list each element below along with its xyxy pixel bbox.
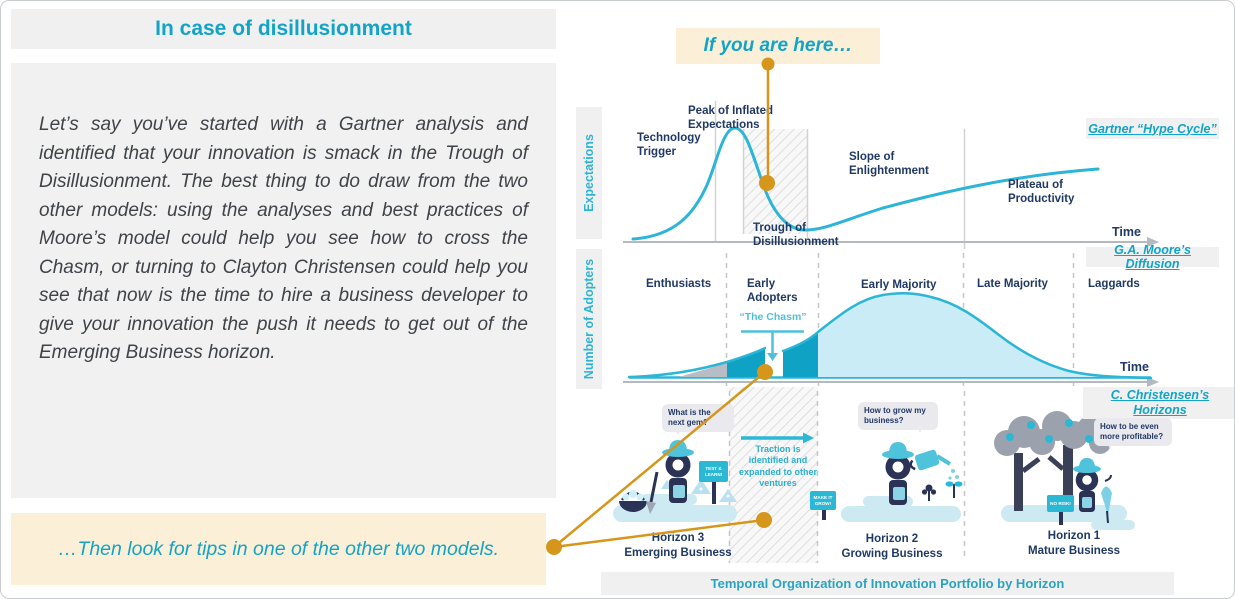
body-paragraph: Let’s say you’ve started with a Gartner … (39, 114, 528, 363)
early-adopters-fill-left (727, 348, 765, 377)
diffusion-source-badge: G.A. Moore’s Diffusion (1086, 243, 1219, 271)
segment-early-majority: Early Majority (861, 279, 937, 291)
horizon1-question-bubble: How to be even more profitable? (1094, 418, 1172, 449)
hype-y-axis-label: Expectations (576, 107, 602, 239)
page-title: In case of disillusionment (155, 17, 412, 40)
label-slope: Slope of Enlightenment (849, 151, 929, 177)
transition-arrow (741, 432, 814, 444)
diffusion-curve-outline-2 (781, 292, 1153, 380)
innovators-gray-wedge (679, 363, 727, 377)
label-peak: Peak of Inflated Expectations (688, 105, 773, 131)
horizon1-label: Horizon 1 Mature Business (1009, 529, 1139, 559)
horizon3-label: Horizon 3 Emerging Business (613, 531, 743, 561)
early-adopters-fill-right (783, 332, 818, 377)
segment-enthusiasts: Enthusiasts (646, 278, 712, 290)
label-trough: Trough of Disillusionment (753, 222, 839, 248)
chasm-label: “The Chasm” (739, 311, 807, 323)
dot-hype-trough (759, 175, 775, 191)
horizon3-name: Horizon 3 (651, 532, 705, 544)
top-callout: If you are here… (676, 28, 880, 64)
chasm-marker (741, 330, 804, 361)
hype-x-axis (623, 237, 1159, 247)
diffusion-y-axis-label: Number of Adopters (576, 249, 602, 389)
horizon3-sign: TEST & LEARN! (699, 461, 728, 482)
horizon1-type: Mature Business (1027, 544, 1121, 557)
segment-laggards: Laggards (1088, 278, 1140, 290)
majority-bell-fill (818, 293, 1151, 377)
segment-late-majority: Late Majority (977, 278, 1048, 290)
horizon1-name: Horizon 1 (1047, 530, 1101, 542)
horizons-source-badge: C. Christensen’s Horizons (1083, 387, 1234, 419)
hype-source-badge: Gartner “Hype Cycle” (1086, 118, 1219, 139)
label-plateau: Plateau of Productivity (1008, 179, 1075, 205)
dot-callout-bottom (546, 539, 562, 555)
horizon2-illustration (822, 442, 963, 522)
trough-hatch-region (743, 129, 807, 234)
label-technology-trigger: Technology Trigger (637, 132, 701, 158)
dot-chasm (757, 364, 773, 380)
horizon3-question-bubble: What is the next gem? (662, 404, 734, 435)
bottom-callout: …Then look for tips in one of the other … (11, 513, 546, 585)
segment-early-adopters: Early Adopters (747, 278, 798, 304)
horizon2-question-bubble: How to grow my business? (858, 402, 938, 433)
diffusion-curve-outline (627, 346, 767, 379)
hype-x-axis-label: Time (1112, 225, 1141, 239)
body-text-box: Let’s say you’ve started with a Gartner … (11, 63, 556, 498)
diffusion-x-axis (623, 377, 1159, 387)
horizon3-type: Emerging Business (624, 546, 732, 559)
title-box: In case of disillusionment (11, 9, 556, 49)
horizon2-label: Horizon 2 Growing Business (827, 532, 957, 562)
horizon2-sign: MAKE IT GROW! (810, 491, 836, 510)
horizon2-type: Growing Business (841, 547, 943, 560)
horizon1-sign: NO RISK! (1047, 495, 1074, 512)
horizons-footer-bar: Temporal Organization of Innovation Port… (601, 572, 1174, 595)
transition-text: Traction is identified and expanded to o… (738, 444, 817, 488)
dot-horizon-transition (756, 512, 772, 528)
diffusion-x-axis-label: Time (1120, 360, 1149, 374)
horizon2-name: Horizon 2 (865, 533, 919, 545)
